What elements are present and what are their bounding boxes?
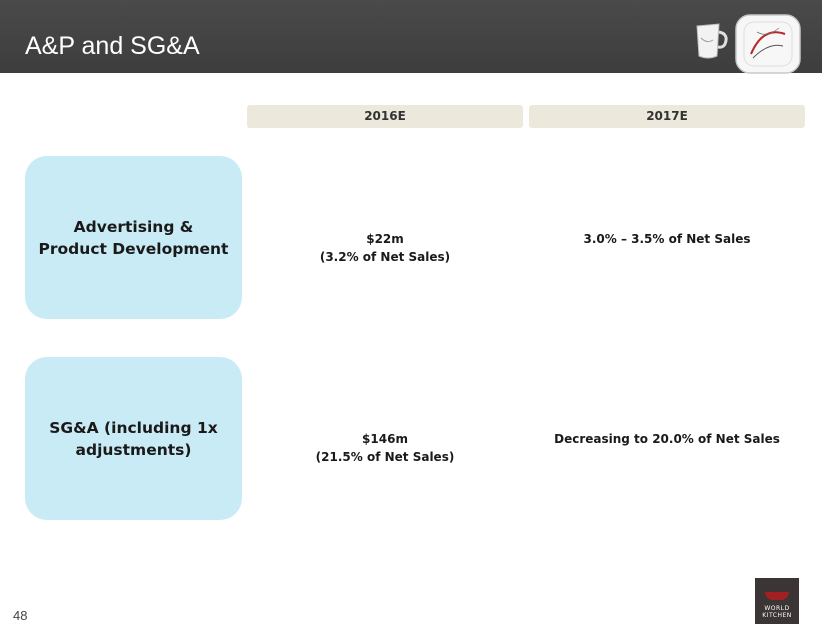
- page-number: 48: [13, 608, 28, 623]
- logo-bowl-icon: [765, 592, 789, 600]
- cell-value: 3.0% – 3.5% of Net Sales: [583, 232, 751, 246]
- logo-text-line: WORLD: [764, 605, 790, 612]
- row-label-line: Advertising &: [73, 217, 194, 236]
- column-header-2016e: 2016E: [247, 105, 523, 128]
- plate-icon: [735, 14, 801, 74]
- cell-value: Decreasing to 20.0% of Net Sales: [554, 432, 780, 446]
- cell-sga-2016e: $146m (21.5% of Net Sales): [247, 430, 523, 466]
- row-label-sga: SG&A (including 1x adjustments): [25, 357, 242, 520]
- cell-advertising-2016e: $22m (3.2% of Net Sales): [247, 230, 523, 266]
- column-header-2017e: 2017E: [529, 105, 805, 128]
- cell-sga-2017e: Decreasing to 20.0% of Net Sales: [529, 430, 805, 448]
- row-label-line: adjustments): [75, 440, 192, 459]
- page-title: A&P and SG&A: [25, 32, 200, 60]
- logo-text-line: KITCHEN: [762, 612, 792, 619]
- cell-note: (21.5% of Net Sales): [315, 450, 455, 464]
- cell-value: $146m: [362, 432, 408, 446]
- cell-value: $22m: [366, 232, 404, 246]
- header-bar: A&P and SG&A: [0, 0, 822, 74]
- row-label-line: Product Development: [38, 239, 229, 258]
- cell-advertising-2017e: 3.0% – 3.5% of Net Sales: [529, 230, 805, 248]
- cell-note: (3.2% of Net Sales): [319, 250, 451, 264]
- row-label-advertising: Advertising & Product Development: [25, 156, 242, 319]
- row-label-line: SG&A (including 1x: [49, 418, 218, 437]
- mug-icon: [696, 23, 728, 59]
- world-kitchen-logo: WORLD KITCHEN: [755, 578, 799, 624]
